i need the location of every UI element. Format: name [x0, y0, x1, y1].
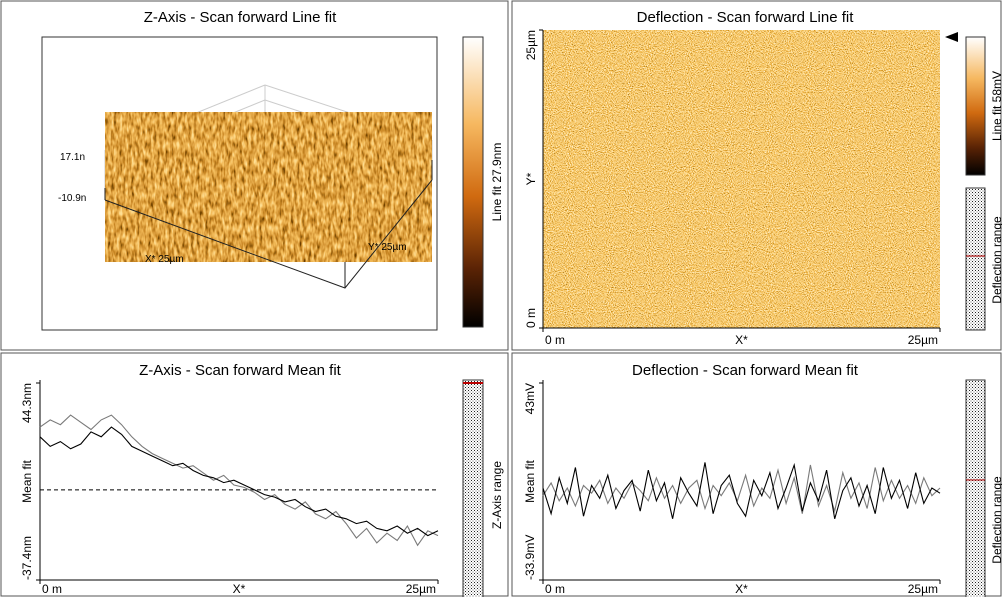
marker [945, 32, 958, 42]
range-bar [965, 187, 986, 331]
colorbar-label: Line fit 58mV [990, 71, 1002, 141]
y-tick-label: 0 m [524, 308, 538, 328]
axis-label: X* [233, 582, 246, 596]
range-bar [462, 379, 484, 597]
axis-label: X* [735, 333, 748, 347]
colorbar-label: Line fit 27.9nm [490, 143, 504, 222]
deflection-image [543, 30, 940, 328]
x-tick-label: 25µm [406, 582, 436, 596]
y-tick-label: 43mV [523, 383, 537, 414]
axis-label: Mean fit [523, 459, 537, 502]
profile-line [542, 462, 941, 519]
x-tick-label: 25µm [908, 333, 938, 347]
panel [511, 352, 1002, 597]
y-tick-label: 44.3nm [20, 383, 34, 423]
range-label: Z-Axis range [490, 461, 504, 529]
panel-title: Deflection - Scan forward Mean fit [632, 362, 859, 379]
axis-label: Mean fit [20, 459, 34, 502]
panel-title: Z-Axis - Scan forward Line fit [144, 9, 337, 26]
y-tick-label: 25µm [524, 30, 538, 60]
x-tick-label: 0 m [545, 333, 565, 347]
x-tick-label: 0 m [545, 582, 565, 596]
x-tick-label: 0 m [42, 582, 62, 596]
profile-line [542, 464, 941, 514]
x-tick-label: 25µm [908, 582, 938, 596]
colorbar [462, 36, 484, 328]
panel [0, 352, 509, 597]
range-label: Deflection range [990, 476, 1002, 564]
profile-line [39, 414, 439, 547]
z-label: -10.9n [58, 193, 86, 204]
colorbar [965, 36, 986, 176]
range-label: Deflection range [990, 216, 1002, 304]
panel-title: Z-Axis - Scan forward Mean fit [139, 362, 342, 379]
panel-title: Deflection - Scan forward Line fit [637, 9, 855, 26]
axis-label: X* 25µm [145, 254, 184, 265]
surface-3d [105, 112, 432, 262]
axis-label: Y* 25µm [368, 242, 407, 253]
axis-label: X* [735, 582, 748, 596]
y-tick-label: -37.4nm [20, 536, 34, 580]
range-bar [965, 379, 986, 597]
profile-line [39, 426, 439, 537]
3d-grid [104, 84, 433, 200]
y-tick-label: -33.9mV [523, 535, 537, 580]
axis-label: Y* [524, 172, 538, 185]
z-label: 17.1n [60, 152, 85, 163]
